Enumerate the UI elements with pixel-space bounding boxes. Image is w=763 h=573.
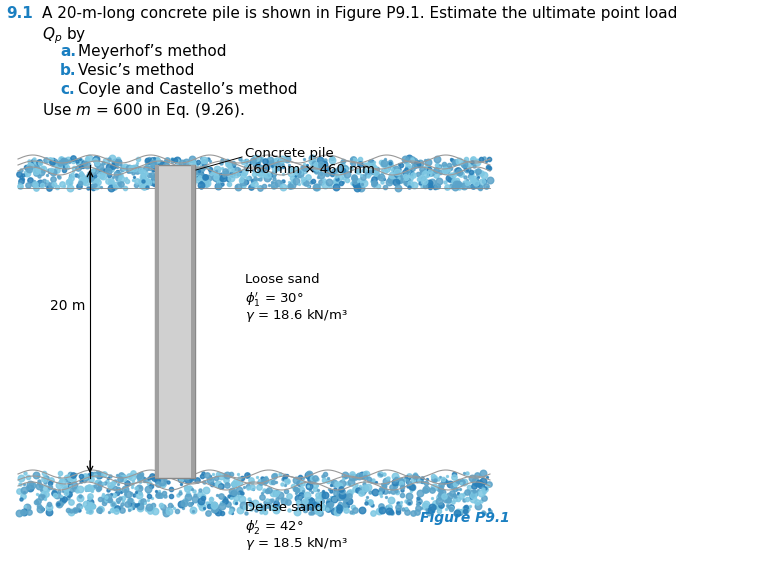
- Bar: [155, 165, 195, 478]
- Text: 20 m: 20 m: [50, 300, 85, 313]
- Text: Vesic’s method: Vesic’s method: [78, 63, 195, 78]
- Text: 9.1: 9.1: [6, 6, 33, 21]
- Text: b.: b.: [60, 63, 76, 78]
- Text: $\phi_2^{\prime}$ = 42°: $\phi_2^{\prime}$ = 42°: [245, 518, 304, 536]
- Text: $\gamma$ = 18.5 kN/m³: $\gamma$ = 18.5 kN/m³: [245, 535, 348, 552]
- Text: $Q_p$ by: $Q_p$ by: [42, 25, 86, 46]
- Text: a.: a.: [60, 44, 76, 59]
- Bar: [191, 165, 195, 478]
- Text: 460 mm × 460 mm: 460 mm × 460 mm: [245, 163, 375, 176]
- Text: Loose sand: Loose sand: [245, 273, 320, 286]
- Text: Concrete pile: Concrete pile: [245, 147, 333, 160]
- Bar: [155, 165, 159, 478]
- Text: $\phi_1^{\prime}$ = 30°: $\phi_1^{\prime}$ = 30°: [245, 290, 304, 308]
- Text: c.: c.: [60, 82, 75, 97]
- Text: Dense sand: Dense sand: [245, 501, 324, 514]
- Text: $\gamma$ = 18.6 kN/m³: $\gamma$ = 18.6 kN/m³: [245, 307, 348, 324]
- Text: Coyle and Castello’s method: Coyle and Castello’s method: [78, 82, 298, 97]
- Text: A 20-m-long concrete pile is shown in Figure P9.1. Estimate the ultimate point l: A 20-m-long concrete pile is shown in Fi…: [42, 6, 678, 21]
- Text: Use $m$ = 600 in Eq. (9.26).: Use $m$ = 600 in Eq. (9.26).: [42, 101, 245, 120]
- Text: Figure P9.1: Figure P9.1: [420, 511, 510, 525]
- Text: Meyerhof’s method: Meyerhof’s method: [78, 44, 227, 59]
